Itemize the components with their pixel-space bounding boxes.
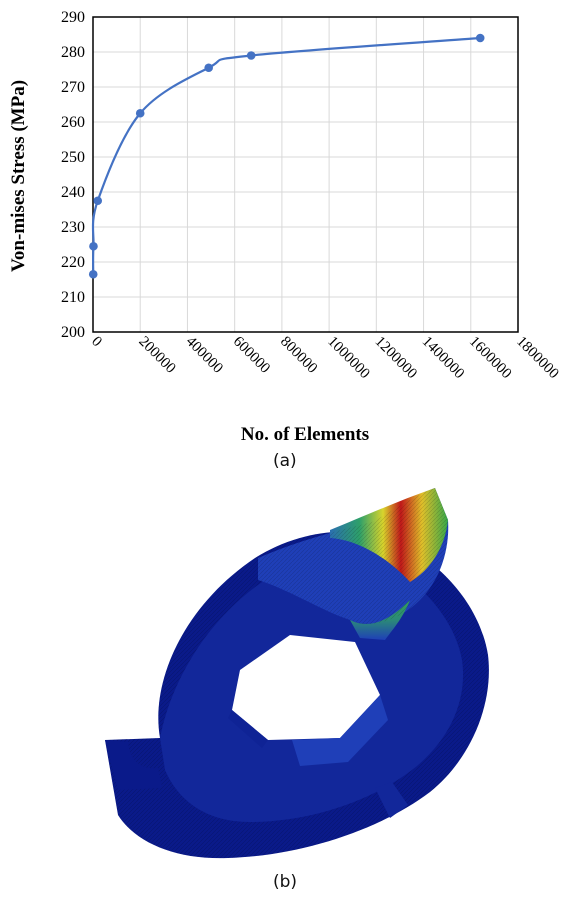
x-tick-label: 800000 <box>277 334 320 377</box>
y-tick-label: 260 <box>61 114 85 131</box>
data-point <box>89 241 98 251</box>
y-tick-label: 240 <box>61 184 85 201</box>
x-tick-label: 400000 <box>183 334 226 377</box>
data-point <box>204 63 213 73</box>
series-points <box>88 33 485 279</box>
data-point <box>88 269 98 279</box>
y-tick-label: 220 <box>61 254 85 271</box>
x-tick-label: 600000 <box>230 334 273 377</box>
y-axis-label: Von-mises Stress (MPa) <box>8 80 29 272</box>
data-point <box>475 33 485 43</box>
x-tick-label: 200000 <box>135 334 178 377</box>
caption-a: (a) <box>273 451 297 471</box>
model-left-tab <box>105 740 162 790</box>
y-tick-label: 210 <box>61 289 85 306</box>
caption-b: (b) <box>273 872 298 892</box>
y-tick-label: 230 <box>61 219 85 236</box>
x-tick-label: 1800000 <box>513 334 561 382</box>
y-tick-label: 270 <box>61 79 85 96</box>
data-point <box>93 196 103 206</box>
y-axis-tick-labels: 200 210 220 230 240 250 260 270 280 290 <box>61 9 85 341</box>
chart-gridlines <box>92 16 519 333</box>
x-tick-label: 0 <box>88 334 105 351</box>
y-tick-label: 280 <box>61 44 85 61</box>
data-point <box>246 51 256 60</box>
y-tick-label: 250 <box>61 149 85 166</box>
fem-stress-contour-model-icon <box>105 488 489 859</box>
x-tick-label: 1200000 <box>372 334 420 382</box>
model-right-tab <box>375 782 408 818</box>
x-tick-label: 1600000 <box>466 334 514 382</box>
y-tick-label: 200 <box>61 324 85 341</box>
plot-area-frame <box>92 16 519 333</box>
y-tick-label: 290 <box>61 9 85 26</box>
data-point <box>135 108 145 118</box>
series-curve <box>91 36 481 275</box>
model-hex-hole <box>232 635 380 740</box>
x-axis-tick-labels: 0 200000 400000 600000 800000 100000012000001… <box>88 334 561 382</box>
x-tick-label: 1000000 <box>324 334 372 382</box>
x-tick-label: 1400000 <box>419 334 467 382</box>
x-axis-label: No. of Elements <box>241 424 369 445</box>
stress-convergence-chart: 200 210 220 230 240 250 260 270 280 290 0 200000 40… <box>8 9 562 445</box>
